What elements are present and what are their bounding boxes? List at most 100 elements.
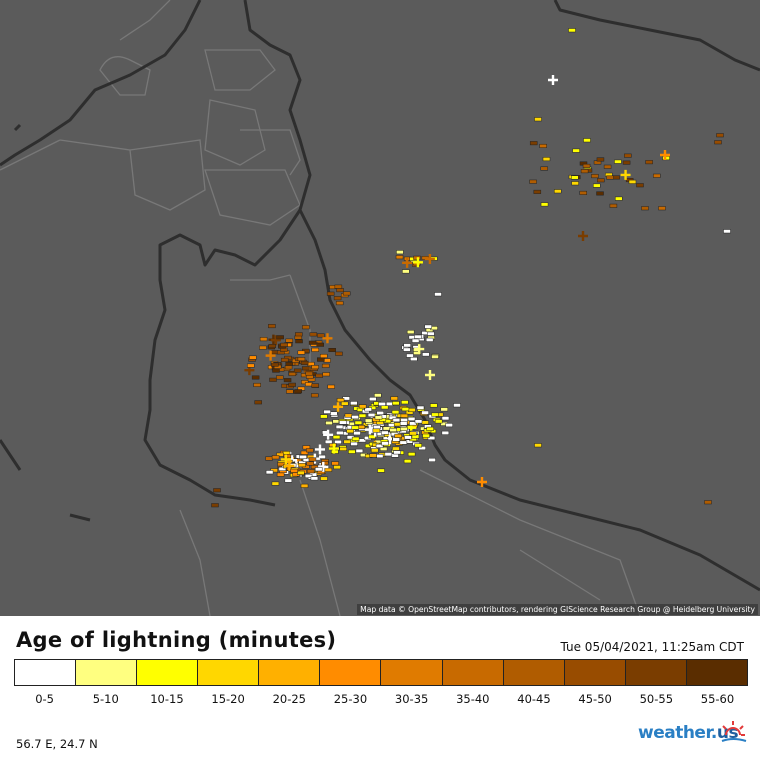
- negative-strike: [324, 467, 333, 472]
- lightning-strikes: [211, 28, 731, 508]
- negative-strike: [571, 181, 579, 186]
- negative-strike: [392, 418, 401, 423]
- age-label-15-20: 15-20: [211, 692, 245, 706]
- negative-strike: [358, 413, 367, 418]
- negative-strike: [378, 402, 386, 407]
- negative-strike: [653, 173, 661, 178]
- negative-strike: [297, 350, 306, 355]
- negative-strike: [571, 175, 579, 180]
- negative-strike: [609, 203, 618, 208]
- negative-strike: [346, 429, 354, 434]
- negative-strike: [295, 332, 303, 337]
- negative-strike: [384, 452, 393, 457]
- positive-strike: [333, 401, 344, 412]
- negative-strike: [441, 416, 450, 421]
- negative-strike: [440, 407, 449, 412]
- negative-strike: [422, 433, 430, 438]
- age-label-5-10: 5-10: [92, 692, 119, 706]
- negative-strike: [540, 202, 549, 207]
- negative-strike: [286, 389, 294, 394]
- negative-strike: [332, 435, 341, 440]
- negative-strike: [596, 157, 605, 162]
- age-swatch-55-60: [686, 660, 747, 685]
- brand-wordmark: weather.us: [638, 723, 739, 743]
- negative-strike: [388, 415, 397, 420]
- negative-strike: [280, 342, 288, 347]
- negative-strike: [327, 384, 335, 389]
- negative-strike: [716, 133, 724, 138]
- weather-us-logo[interactable]: weather.us: [638, 717, 748, 747]
- age-color-scale: [14, 659, 748, 686]
- negative-strike: [400, 413, 409, 418]
- negative-strike: [276, 452, 284, 457]
- negative-strike: [268, 344, 276, 349]
- negative-strike: [288, 382, 296, 387]
- negative-strike: [453, 403, 461, 408]
- negative-strike: [414, 419, 423, 424]
- negative-strike: [407, 452, 416, 457]
- negative-strike: [441, 430, 450, 435]
- negative-strike: [402, 269, 410, 274]
- negative-strike: [431, 412, 439, 417]
- negative-strike: [606, 175, 614, 180]
- negative-strike: [714, 140, 722, 145]
- negative-strike: [299, 454, 307, 459]
- positive-strike: [318, 461, 329, 472]
- negative-strike: [315, 373, 324, 378]
- negative-strike: [276, 472, 285, 477]
- negative-strike: [247, 363, 255, 368]
- negative-strike: [406, 330, 415, 335]
- negative-strike: [317, 357, 325, 362]
- negative-strike: [636, 183, 644, 188]
- negative-strike: [596, 191, 604, 196]
- age-swatch-30-35: [381, 660, 443, 685]
- negative-strike: [311, 365, 319, 370]
- negative-strike: [310, 393, 319, 398]
- negative-strike: [351, 415, 359, 420]
- negative-strike: [351, 425, 360, 430]
- age-swatch-25-30: [320, 660, 382, 685]
- negative-strike: [293, 368, 302, 373]
- negative-strike: [614, 196, 623, 201]
- positive-strike: [660, 150, 670, 160]
- negative-strike: [593, 183, 601, 188]
- negative-strike: [351, 436, 360, 441]
- negative-strike: [321, 363, 330, 368]
- negative-strike: [424, 324, 432, 329]
- negative-strike: [300, 450, 309, 455]
- negative-strike: [276, 335, 284, 340]
- negative-strike: [399, 421, 408, 426]
- negative-strike: [211, 503, 219, 508]
- negative-strike: [298, 463, 306, 468]
- positive-strike: [323, 429, 334, 440]
- negative-strike: [320, 476, 328, 481]
- negative-strike: [403, 459, 412, 464]
- admin-borders: [0, 0, 641, 616]
- positive-strike: [477, 477, 487, 487]
- positive-strike: [402, 257, 413, 268]
- legend-title: Age of lightning (minutes): [16, 628, 337, 652]
- negative-strike: [389, 427, 397, 432]
- negative-strike: [294, 335, 303, 340]
- age-swatch-10-15: [137, 660, 199, 685]
- map-attribution: Map data © OpenStreetMap contributors, r…: [357, 604, 758, 615]
- negative-strike: [418, 446, 426, 451]
- negative-strike: [290, 468, 298, 473]
- positive-strike: [414, 344, 425, 355]
- negative-strike: [379, 446, 388, 451]
- negative-strike: [300, 360, 309, 365]
- negative-strike: [339, 446, 348, 451]
- negative-strike: [409, 421, 417, 426]
- positive-strike: [322, 333, 333, 344]
- negative-strike: [572, 148, 580, 153]
- negative-strike: [434, 292, 442, 297]
- negative-strike: [445, 423, 453, 428]
- negative-strike: [306, 448, 314, 453]
- negative-strike: [306, 461, 314, 466]
- age-label-25-30: 25-30: [333, 692, 368, 706]
- negative-strike: [308, 340, 317, 345]
- lightning-map[interactable]: Map data © OpenStreetMap contributors, r…: [0, 0, 760, 616]
- negative-strike: [704, 500, 712, 505]
- age-label-40-45: 40-45: [517, 692, 551, 706]
- negative-strike: [317, 333, 325, 338]
